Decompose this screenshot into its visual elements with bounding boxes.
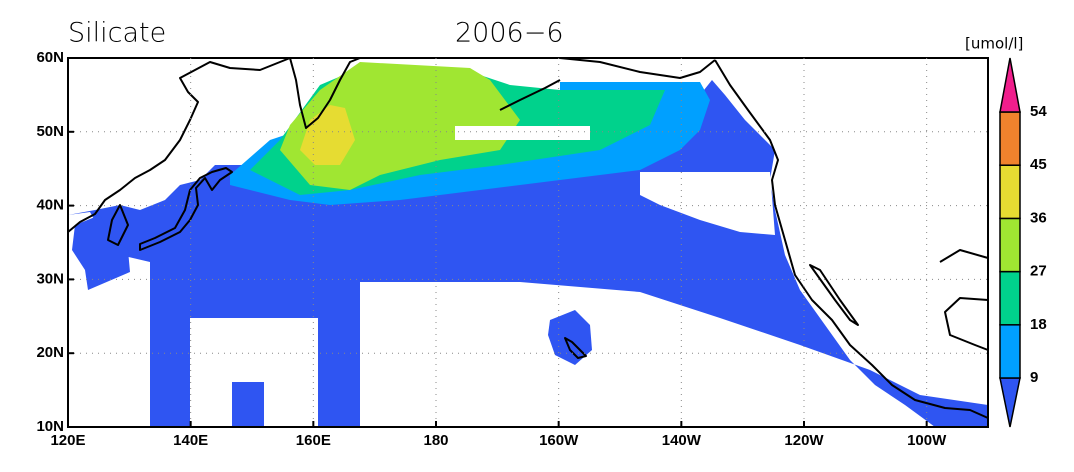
colorbar-box [999,217,1021,273]
lon-tick-label: 140W [662,432,702,449]
unit-label: [umol/l] [965,35,1023,53]
lon-tick-label: 100W [907,432,947,449]
coastlines [67,57,989,419]
field-region [300,105,355,165]
axes: 120E 140E 160E 180 160W 140W 120W 100W 60N 50N 40N… [36,49,988,449]
gulf-coast [939,249,989,351]
lon-tick-label: 120E [50,432,85,449]
field [68,62,988,427]
colorbar-box [999,164,1021,220]
colorbar-triangle [999,377,1021,428]
map-frame [67,57,989,428]
lat-tick-label: 60N [36,49,64,66]
colorbar: 9 18 27 36 45 54 [999,57,1047,428]
kamchatka [289,57,361,129]
colorbar-label: 18 [1030,316,1047,333]
colorbar-label: 36 [1030,209,1047,226]
lat-tick-label: 10N [36,418,64,435]
lat-tick-label: 20N [36,344,64,361]
colorbar-triangle [999,57,1021,113]
japan [139,167,233,251]
colorbar-label: 45 [1030,156,1047,173]
lon-tick-label: 160W [539,432,579,449]
lat-tick-label: 40N [36,197,64,214]
hawaii [564,337,587,359]
colorbar-label: 27 [1030,263,1047,280]
lat-tick-label: 50N [36,123,64,140]
colorbar-label: 9 [1030,369,1038,386]
alaska-coast [559,57,716,79]
title: Silicate [68,18,166,49]
colorbar-box [999,111,1021,166]
korea [107,204,129,246]
lon-tick-label: 120W [784,432,824,449]
missing-region [455,126,590,140]
lon-tick-label: 180 [423,432,448,449]
colorbar-label: 54 [1030,103,1047,120]
colorbar-box [999,270,1021,326]
subtitle: 2006−6 [455,18,564,49]
missing-region [640,172,775,235]
field-region [232,382,264,427]
aleutians [499,79,561,111]
asia-coast [67,57,291,233]
lon-tick-label: 140E [173,432,208,449]
field-region [72,215,130,290]
colorbar-box [999,324,1021,379]
baja-california [809,264,859,326]
lat-tick-label: 30N [36,270,64,287]
lon-tick-label: 160E [296,432,331,449]
north-america-coast [714,59,989,419]
